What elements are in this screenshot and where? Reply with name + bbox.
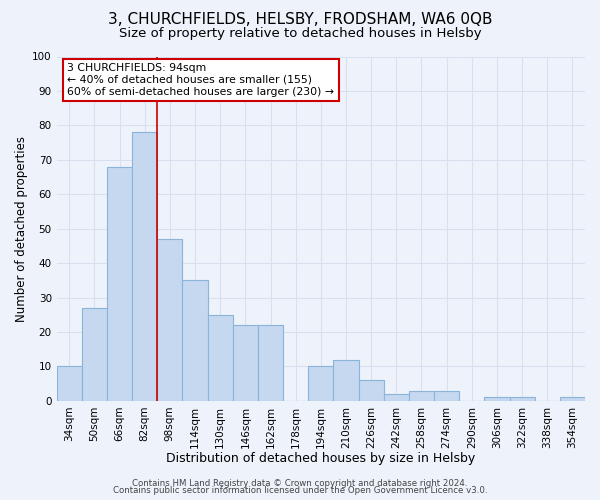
Bar [384, 394, 409, 401]
Text: 3, CHURCHFIELDS, HELSBY, FRODSHAM, WA6 0QB: 3, CHURCHFIELDS, HELSBY, FRODSHAM, WA6 0… [108, 12, 492, 28]
Bar [409, 390, 434, 401]
Bar [182, 280, 208, 401]
Bar [132, 132, 157, 401]
Bar [484, 398, 509, 401]
Bar [56, 366, 82, 401]
Text: Contains HM Land Registry data © Crown copyright and database right 2024.: Contains HM Land Registry data © Crown c… [132, 479, 468, 488]
Text: 3 CHURCHFIELDS: 94sqm
← 40% of detached houses are smaller (155)
60% of semi-det: 3 CHURCHFIELDS: 94sqm ← 40% of detached … [67, 64, 334, 96]
Bar [82, 308, 107, 401]
Bar [208, 315, 233, 401]
Bar [334, 360, 359, 401]
Y-axis label: Number of detached properties: Number of detached properties [15, 136, 28, 322]
Bar [308, 366, 334, 401]
Bar [233, 325, 258, 401]
Bar [434, 390, 459, 401]
Text: Size of property relative to detached houses in Helsby: Size of property relative to detached ho… [119, 28, 481, 40]
Bar [509, 398, 535, 401]
Bar [107, 166, 132, 401]
X-axis label: Distribution of detached houses by size in Helsby: Distribution of detached houses by size … [166, 452, 475, 465]
Bar [359, 380, 384, 401]
Bar [157, 239, 182, 401]
Bar [560, 398, 585, 401]
Text: Contains public sector information licensed under the Open Government Licence v3: Contains public sector information licen… [113, 486, 487, 495]
Bar [258, 325, 283, 401]
